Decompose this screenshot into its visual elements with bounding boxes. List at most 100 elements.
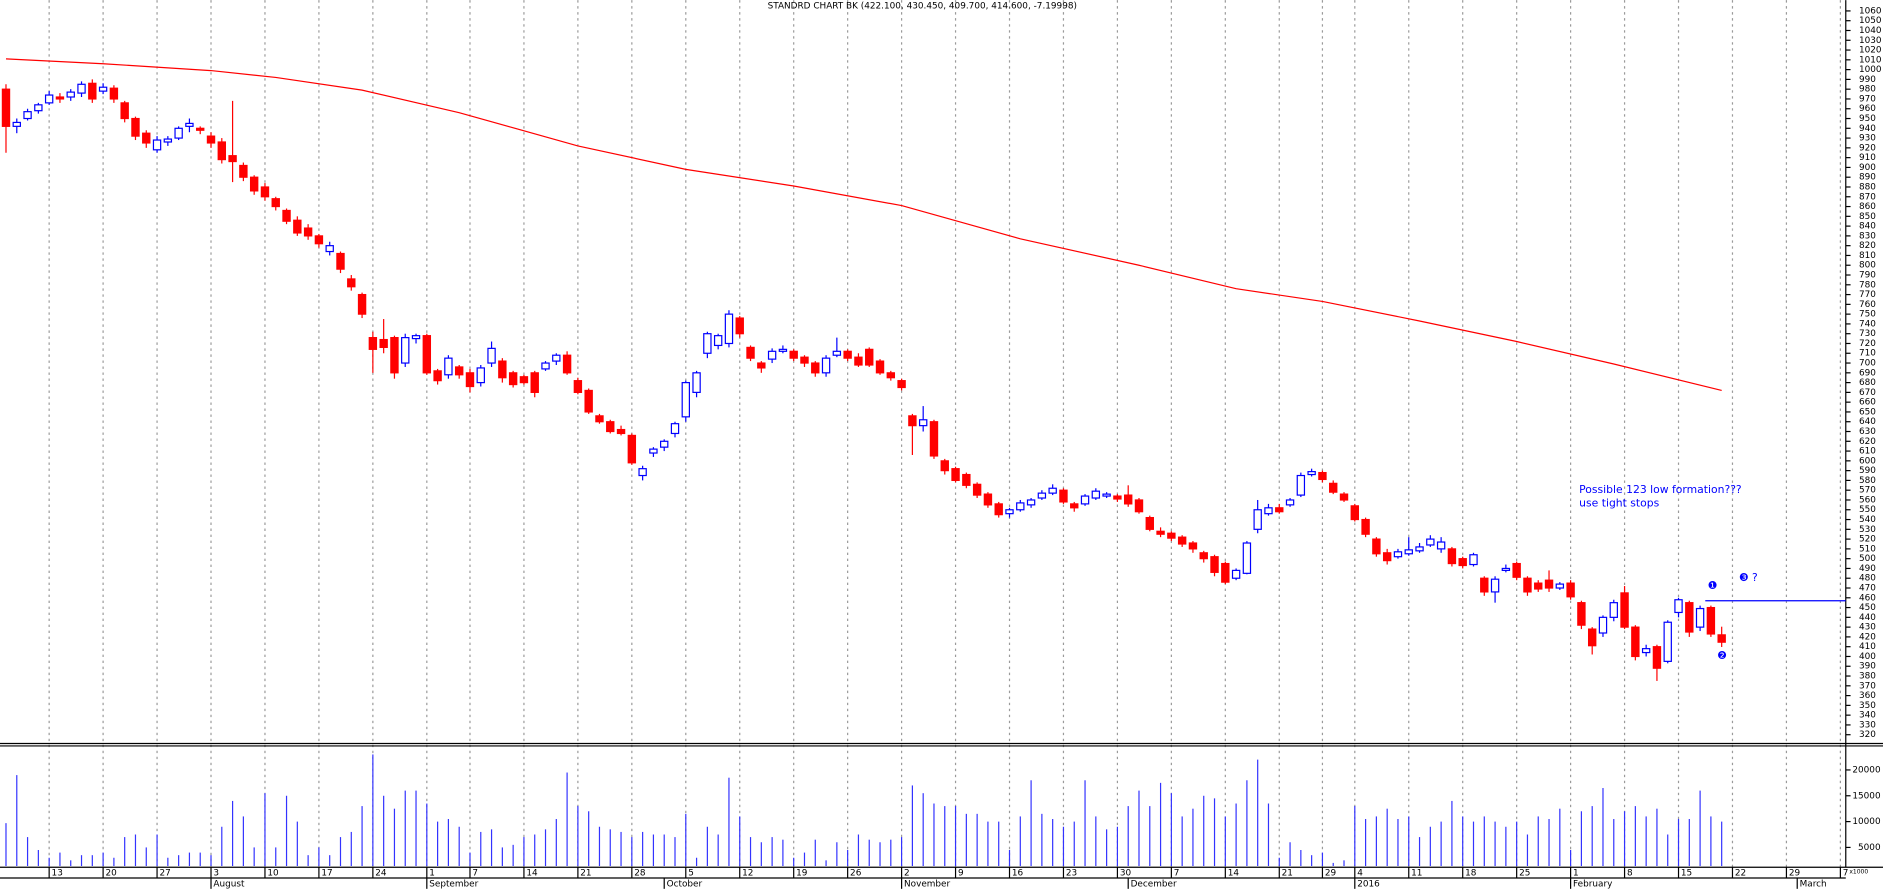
annotation-marker: ❸ ? <box>1739 571 1758 584</box>
candle-body <box>1016 502 1025 511</box>
x-tick-label: 20 <box>106 869 118 879</box>
candle-body <box>541 362 550 370</box>
moving-average <box>5 58 1722 392</box>
candle-body <box>282 209 291 222</box>
candle-body <box>1134 499 1144 513</box>
candle-body <box>1102 493 1111 497</box>
candle-body <box>800 356 809 364</box>
candle-body <box>325 245 334 253</box>
candle-body <box>552 354 561 362</box>
candle-body <box>1544 579 1554 589</box>
x-tick-label: 27 <box>159 869 170 879</box>
y-tick-label: 590 <box>1859 466 1876 476</box>
month-label: September <box>429 880 478 889</box>
candle-body <box>1059 489 1068 503</box>
y-tick-label: 930 <box>1859 134 1876 144</box>
candle-body <box>206 135 216 144</box>
y-tick-label: 540 <box>1859 515 1876 525</box>
x-tick-label: 22 <box>1735 869 1746 879</box>
candle-body <box>735 317 744 335</box>
candle-body <box>1037 492 1047 499</box>
candle-body <box>1264 507 1273 515</box>
candle-body <box>703 333 712 354</box>
candle-body <box>1145 516 1154 530</box>
candle-body <box>1717 634 1726 643</box>
candle-body <box>120 102 129 120</box>
y-tick-label: 690 <box>1859 368 1876 378</box>
y-tick-label: 650 <box>1859 407 1876 417</box>
candle-body <box>239 164 248 178</box>
y-tick-label: 820 <box>1859 241 1876 251</box>
candle-body <box>713 335 723 347</box>
candle-body <box>865 348 874 366</box>
x-tick-label: 26 <box>850 869 862 879</box>
y-tick-label: 380 <box>1859 672 1876 682</box>
candle-body <box>649 448 658 454</box>
candle-body <box>1199 552 1208 560</box>
candle-body <box>23 111 32 120</box>
candle-body <box>401 337 410 364</box>
candle-body <box>627 434 637 464</box>
x-tick-label: 16 <box>1012 869 1024 879</box>
candle-body <box>347 278 356 288</box>
y-tick-label: 880 <box>1859 182 1876 192</box>
y-tick-label: 470 <box>1859 584 1876 594</box>
candle-body <box>1318 471 1327 481</box>
annotation-marker: ❷ <box>1717 649 1727 662</box>
y-tick-label: 450 <box>1859 603 1876 613</box>
x-tick-label: 15 <box>1681 869 1692 879</box>
x-tick-label: 21 <box>1282 869 1293 879</box>
candle-body <box>1113 495 1122 500</box>
candle-body <box>1663 621 1672 662</box>
candle-body <box>1490 578 1500 593</box>
candle-body <box>390 337 399 374</box>
y-tick-label: 5000 <box>1858 843 1881 853</box>
y-tick-label: 550 <box>1859 505 1876 515</box>
candle-body <box>1123 494 1133 505</box>
candle-body <box>875 360 885 374</box>
candle-body <box>12 121 21 127</box>
x-tick-label: 19 <box>796 869 808 879</box>
candle-body <box>940 460 949 472</box>
y-tick-label: 850 <box>1859 212 1876 222</box>
y-tick-label: 770 <box>1859 290 1876 300</box>
candle-body <box>1275 507 1284 513</box>
y-tick-label: 630 <box>1859 427 1876 437</box>
y-tick-label: 560 <box>1859 495 1876 505</box>
x-tick-label: 29 <box>1325 869 1337 879</box>
candle-body <box>1652 646 1662 669</box>
candle-body <box>433 370 442 382</box>
candle-body <box>411 335 421 340</box>
candle-body <box>303 227 313 237</box>
candle-body <box>584 389 593 413</box>
candle-body <box>616 428 626 435</box>
candle-body <box>109 87 119 100</box>
candle-body <box>357 293 367 315</box>
y-tick-label: 990 <box>1859 75 1876 85</box>
candle-body <box>1307 471 1316 476</box>
candle-body <box>1641 648 1651 654</box>
y-tick-label: 710 <box>1859 349 1876 359</box>
candle-body <box>174 127 183 139</box>
x-tick-label: 24 <box>375 869 387 879</box>
candle-body <box>1350 505 1360 521</box>
candle-body <box>314 235 324 245</box>
x-tick-label: 9 <box>958 869 964 879</box>
x-tick-label: 10 <box>267 869 279 879</box>
candle-body <box>692 372 701 393</box>
y-tick-label: 350 <box>1859 701 1876 711</box>
candle-body <box>1 88 11 127</box>
candle-body <box>530 372 539 393</box>
y-tick-label: 1030 <box>1859 36 1882 46</box>
candle-body <box>1070 503 1079 509</box>
candle-body <box>1177 536 1187 545</box>
candle-body <box>638 468 647 477</box>
candle-body <box>811 362 820 374</box>
candle-body <box>508 372 518 386</box>
y-tick-label: 670 <box>1859 388 1876 398</box>
y-tick-label: 1060 <box>1859 6 1882 16</box>
y-tick-label: 440 <box>1859 613 1876 623</box>
candle-body <box>1156 530 1165 535</box>
candle-body <box>681 382 690 418</box>
